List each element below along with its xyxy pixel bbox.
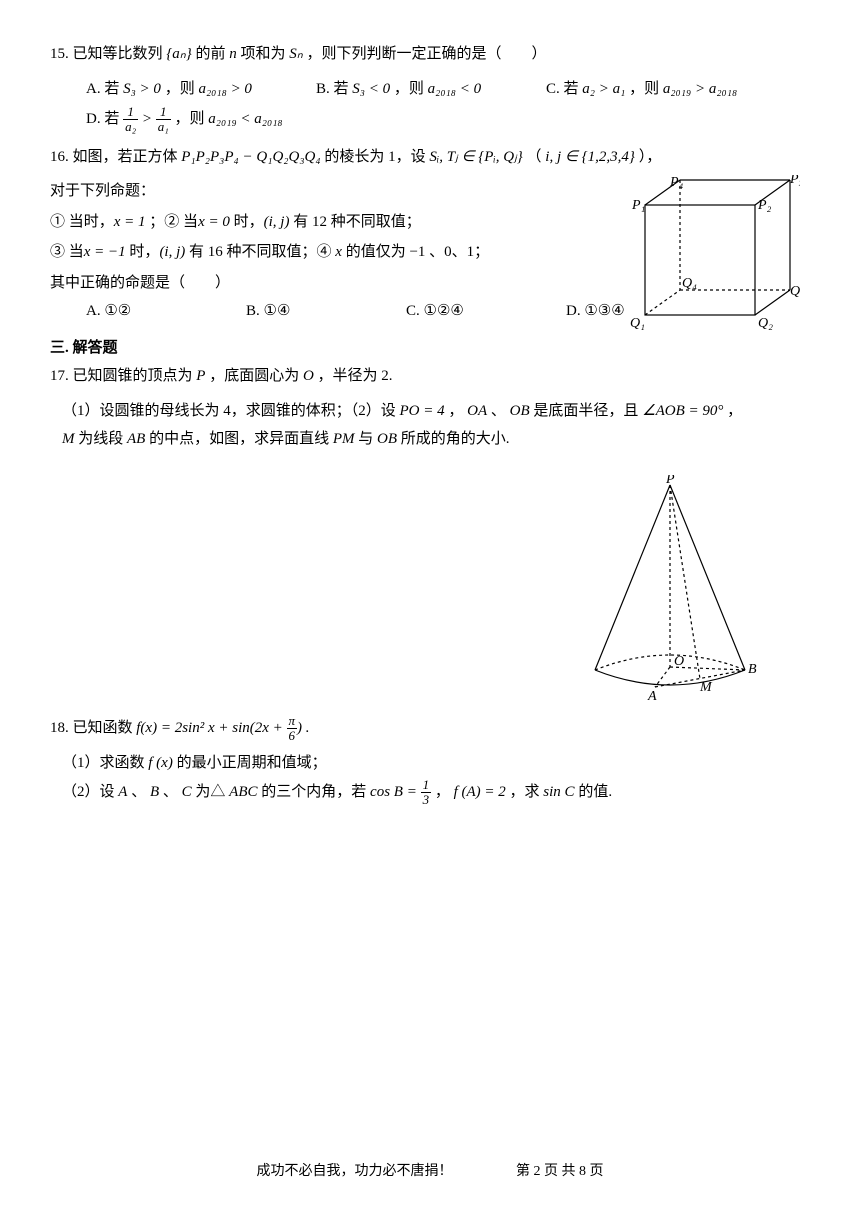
svg-text:A: A bbox=[647, 689, 657, 704]
q15-n: n bbox=[229, 46, 237, 62]
svg-text:P₂: P₂ bbox=[757, 198, 772, 213]
q17-part1: （1）设圆锥的母线长为 4，求圆锥的体积；（2）设 PO = 4 ， OA 、 … bbox=[50, 397, 810, 426]
frac-1a2: 1a₂ bbox=[123, 105, 138, 135]
footer-motto: 成功不必自我，功力必不唐捐！ bbox=[257, 1159, 453, 1186]
q15-sn: Sₙ bbox=[289, 46, 302, 62]
q16-opt-b[interactable]: B. ①④ bbox=[246, 297, 406, 326]
q15-stem-p2: ，则下列判断一定正确的是（ ） bbox=[307, 46, 547, 62]
q18: 18. 已知函数 f(x) = 2sin² x + sin(2x + π6) . bbox=[50, 714, 810, 744]
svg-text:Q₁: Q₁ bbox=[630, 316, 645, 331]
q17-part2: M 为线段 AB 的中点，如图，求异面直线 PM 与 OB 所成的角的大小. bbox=[50, 425, 810, 454]
q15-opt-a[interactable]: A. 若 S₃ > 0 ，则 a₂₀₁₈ > 0 bbox=[86, 75, 316, 104]
frac-1a1: 1a₁ bbox=[156, 105, 171, 135]
svg-text:P₄: P₄ bbox=[669, 175, 684, 190]
q16-opt-c[interactable]: C. ①②④ bbox=[406, 297, 566, 326]
footer-pagenum: 第 2 页 共 8 页 bbox=[516, 1159, 604, 1186]
frac-13: 13 bbox=[421, 778, 432, 808]
svg-text:M: M bbox=[699, 680, 713, 695]
q15: 15. 已知等比数列 {aₙ} 的前 n 项和为 Sₙ ，则下列判断一定正确的是… bbox=[50, 40, 810, 69]
svg-text:O: O bbox=[674, 654, 684, 669]
q15-opt-d[interactable]: D. 若 1a₂ > 1a₁ ，则 a₂₀₁₉ < a₂₀₁₈ bbox=[86, 105, 316, 135]
q16: 16. 如图，若正方体 P₁P₂P₃P₄ − Q₁Q₂Q₃Q₄ 的棱长为 1，设… bbox=[50, 143, 810, 172]
cone-figure: P O A B M bbox=[580, 475, 760, 705]
q18-part1: （1）求函数 f (x) 的最小正周期和值域； bbox=[50, 749, 810, 778]
q16-opt-a[interactable]: A. ①② bbox=[86, 297, 246, 326]
svg-text:Q₃: Q₃ bbox=[790, 284, 800, 299]
svg-text:Q₄: Q₄ bbox=[682, 276, 697, 291]
svg-text:P: P bbox=[665, 475, 675, 487]
q17: 17. 已知圆锥的顶点为 P ，底面圆心为 O ，半径为 2. bbox=[50, 362, 810, 391]
q15-opt-b[interactable]: B. 若 S₃ < 0 ，则 a₂₀₁₈ < 0 bbox=[316, 75, 546, 104]
page-footer: 成功不必自我，功力必不唐捐！ 第 2 页 共 8 页 bbox=[0, 1159, 860, 1186]
q15-options: A. 若 S₃ > 0 ，则 a₂₀₁₈ > 0 B. 若 S₃ < 0 ，则 … bbox=[50, 75, 810, 137]
q15-an: {aₙ} bbox=[166, 46, 191, 62]
svg-text:P₁: P₁ bbox=[631, 198, 645, 213]
q15-stem-pre: 15. 已知等比数列 bbox=[50, 46, 163, 62]
frac-pi6: π6 bbox=[287, 714, 298, 744]
svg-text:B: B bbox=[748, 662, 757, 677]
cube-figure: P₁ P₂ P₃ P₄ Q₁ Q₂ Q₃ Q₄ bbox=[630, 175, 800, 345]
q15-stem-mid: 的前 bbox=[196, 46, 226, 62]
q15-opt-c[interactable]: C. 若 a₂ > a₁ ，则 a₂₀₁₉ > a₂₀₁₈ bbox=[546, 75, 776, 104]
q15-stem-p1: 项和为 bbox=[241, 46, 286, 62]
q18-part2: （2）设 A 、 B 、 C 为△ ABC 的三个内角，若 cos B = 13… bbox=[50, 778, 810, 808]
svg-text:P₃: P₃ bbox=[789, 175, 800, 187]
svg-text:Q₂: Q₂ bbox=[758, 316, 773, 331]
